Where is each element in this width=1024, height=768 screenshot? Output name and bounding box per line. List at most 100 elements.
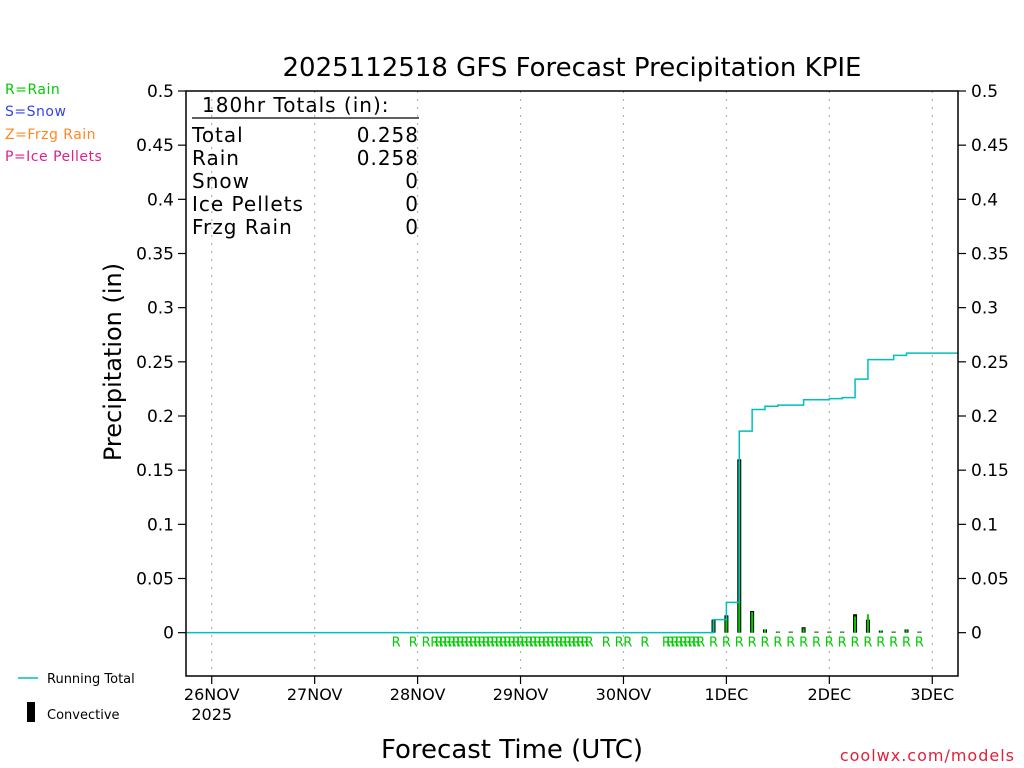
ptype-marker-rain: R bbox=[520, 636, 529, 651]
y-tick-label-right: 0.25 bbox=[971, 353, 1009, 373]
ptype-legend-frzg-rain: Z=Frzg Rain bbox=[5, 127, 97, 143]
x-tick-label: 27NOV bbox=[287, 685, 343, 704]
ptype-marker-rain: R bbox=[563, 636, 572, 651]
ptype-marker-rain: R bbox=[825, 636, 834, 651]
ptype-markers: R R R RRRRRRRRRRRRRRRRRRRRRRRRRRRRRRRRRRRRR… bbox=[392, 636, 924, 651]
convective-legend-swatch bbox=[27, 702, 35, 722]
ptype-marker-rain: R bbox=[812, 636, 821, 651]
ptype-marker-rain: R bbox=[469, 636, 478, 651]
ptype-marker-rain: R bbox=[559, 636, 568, 651]
y-tick-label-right: 0 bbox=[971, 624, 982, 644]
totals-row-label: Rain bbox=[192, 146, 240, 170]
x-tick-label: 3DEC bbox=[910, 685, 954, 704]
ptype-marker-rain: R bbox=[503, 636, 512, 651]
credit-text: coolwx.com/models bbox=[840, 746, 1015, 765]
grid-lines bbox=[211, 91, 933, 676]
y-tick-label-left: 0.1 bbox=[147, 515, 174, 535]
totals-header: 180hr Totals (in): bbox=[202, 93, 390, 117]
ptype-marker-rain: R bbox=[529, 636, 538, 651]
ptype-marker-rain: R bbox=[465, 636, 474, 651]
ptype-marker-rain: R bbox=[482, 636, 491, 651]
y-tick-label-left: 0.4 bbox=[147, 190, 174, 210]
ptype-marker-rain: R bbox=[722, 636, 731, 651]
ptype-marker-rain: R bbox=[692, 636, 701, 651]
y-tick-label-left: 0.3 bbox=[147, 299, 174, 319]
x-tick-label: 29NOV bbox=[493, 685, 549, 704]
running-total-line bbox=[186, 352, 958, 634]
ptype-marker-rain: R bbox=[580, 636, 589, 651]
x-tick-label: 28NOV bbox=[390, 685, 446, 704]
totals-row-label: Snow bbox=[192, 169, 250, 193]
y-tick-label-right: 0.05 bbox=[971, 570, 1009, 590]
y-tick-label-right: 0.1 bbox=[971, 515, 998, 535]
ptype-marker-rain: R bbox=[550, 636, 559, 651]
totals-row-value: 0 bbox=[405, 192, 419, 216]
y-axis-right: 0 0.05 0.1 0.15 0.2 0.25 0.3 0.35 0.4 0.45 0.5 bbox=[958, 82, 1009, 644]
y-tick-label-left: 0 bbox=[163, 624, 174, 644]
ptype-marker-rain: R bbox=[889, 636, 898, 651]
ptype-marker-rain: R bbox=[709, 636, 718, 651]
ptype-marker-rain: R bbox=[602, 636, 611, 651]
x-tick-label: 2DEC bbox=[807, 685, 851, 704]
y-tick-label-right: 0.15 bbox=[971, 461, 1009, 481]
ptype-marker-rain: R bbox=[851, 636, 860, 651]
y-tick-label-right: 0.2 bbox=[971, 407, 998, 427]
y-tick-label-left: 0.5 bbox=[147, 82, 174, 102]
totals-row-label: Ice Pellets bbox=[192, 192, 304, 216]
ptype-marker-rain: R bbox=[409, 636, 418, 651]
ptype-marker-rain: R bbox=[567, 636, 576, 651]
y-axis-label: Precipitation (in) bbox=[99, 263, 127, 461]
ptype-marker-rain: R bbox=[576, 636, 585, 651]
totals-row-value: 0.258 bbox=[357, 123, 419, 147]
ptype-marker-rain: R bbox=[473, 636, 482, 651]
ptype-marker-rain: R bbox=[443, 636, 452, 651]
convective-bar bbox=[905, 629, 908, 633]
ptype-marker-rain: R bbox=[773, 636, 782, 651]
y-tick-label-right: 0.35 bbox=[971, 245, 1009, 265]
convective-bar bbox=[841, 631, 844, 633]
ptype-marker-rain: R bbox=[452, 636, 461, 651]
ptype-marker-rain: R bbox=[486, 636, 495, 651]
y-tick-label-right: 0.5 bbox=[971, 82, 998, 102]
ptype-marker-rain: R bbox=[863, 636, 872, 651]
convective-bar bbox=[892, 631, 895, 633]
totals-row-label: Total bbox=[191, 123, 244, 147]
y-tick-label-left: 0.35 bbox=[136, 245, 174, 265]
ptype-marker-rain: R bbox=[838, 636, 847, 651]
x-tick-label: 1DEC bbox=[705, 685, 749, 704]
ptype-legend-ice-pellets: P=Ice Pellets bbox=[5, 149, 103, 165]
y-tick-label-right: 0.4 bbox=[971, 190, 998, 210]
ptype-marker-rain: R bbox=[542, 636, 551, 651]
ptype-marker-rain: R bbox=[460, 636, 469, 651]
ptype-marker-rain: R bbox=[490, 636, 499, 651]
convective-bar bbox=[866, 614, 869, 633]
ptype-marker-rain: R bbox=[422, 636, 431, 651]
x-tick-label: 30NOV bbox=[596, 685, 652, 704]
ptype-marker-rain: R bbox=[615, 636, 624, 651]
x-tick-label: 26NOV bbox=[184, 685, 240, 704]
x-tick-sublabel: 2025 bbox=[191, 705, 232, 724]
ptype-marker-rain: R bbox=[525, 636, 534, 651]
ptype-marker-rain: R bbox=[533, 636, 542, 651]
convective-bar bbox=[802, 628, 805, 633]
ptype-marker-rain: R bbox=[670, 636, 679, 651]
ptype-legend-snow: S=Snow bbox=[5, 104, 67, 120]
convective-bar bbox=[815, 631, 818, 633]
ptype-marker-rain: R bbox=[683, 636, 692, 651]
ptype-marker-rain: R bbox=[512, 636, 521, 651]
chart-title: 2025112518 GFS Forecast Precipitation KP… bbox=[283, 53, 862, 83]
y-tick-label-right: 0.3 bbox=[971, 299, 998, 319]
ptype-marker-rain: R bbox=[477, 636, 486, 651]
ptype-marker-rain: R bbox=[915, 636, 924, 651]
y-tick-label-left: 0.15 bbox=[136, 461, 174, 481]
ptype-marker-rain: R bbox=[507, 636, 516, 651]
ptype-marker-rain: R bbox=[516, 636, 525, 651]
y-tick-label-right: 0.45 bbox=[971, 136, 1009, 156]
bars-layer bbox=[711, 459, 922, 633]
ptype-marker-rain: R bbox=[439, 636, 448, 651]
ptype-marker-rain: R bbox=[748, 636, 757, 651]
plot-frame bbox=[185, 90, 959, 677]
ptype-marker-rain: R bbox=[760, 636, 769, 651]
